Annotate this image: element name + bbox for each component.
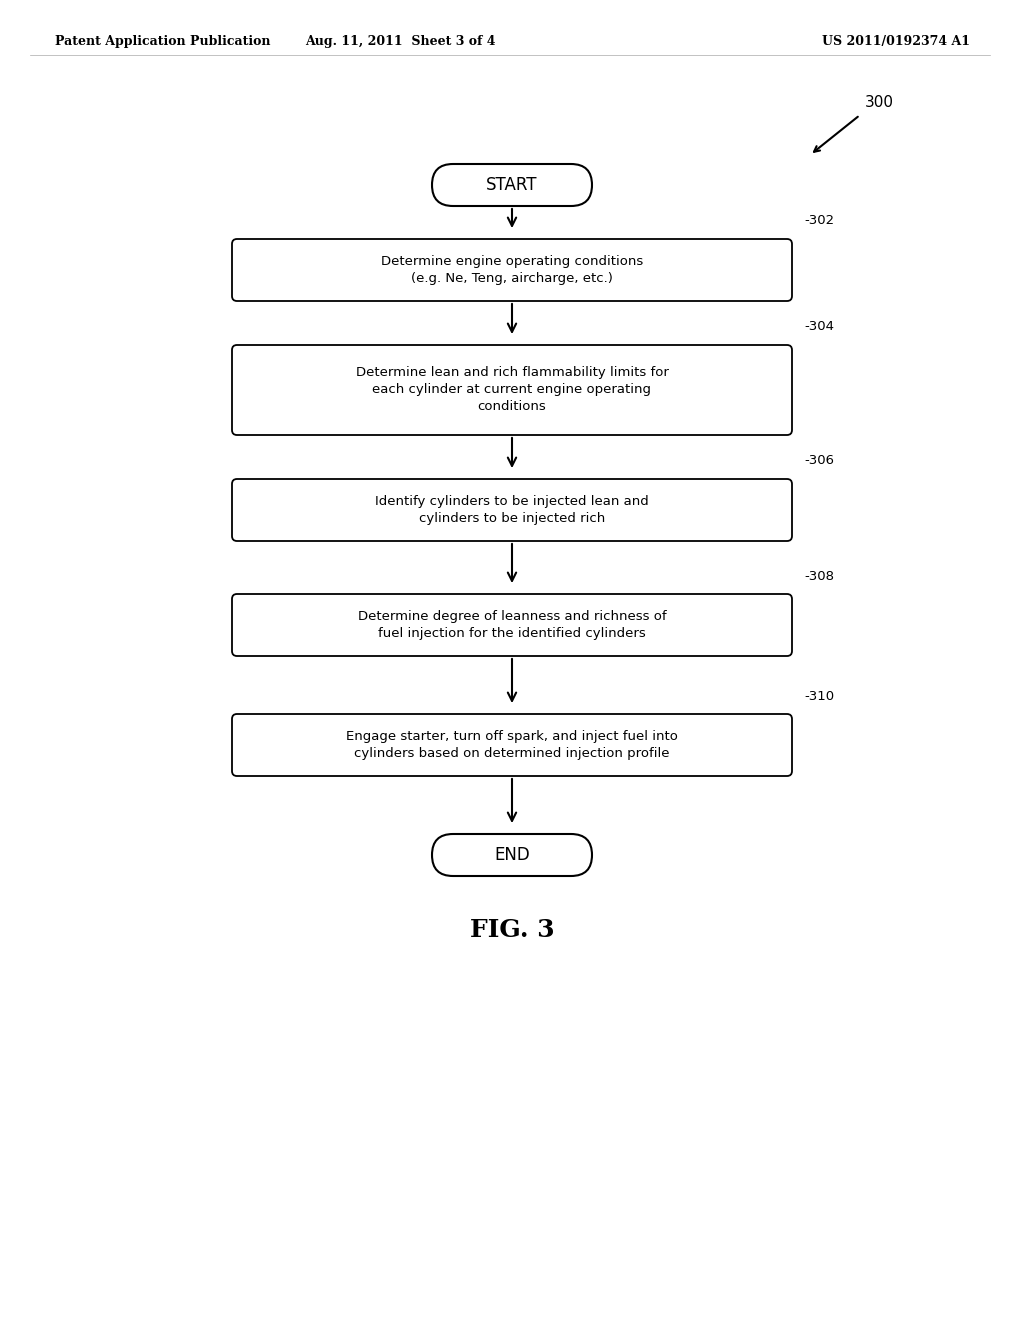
Text: Aug. 11, 2011  Sheet 3 of 4: Aug. 11, 2011 Sheet 3 of 4 — [305, 36, 496, 48]
Text: Determine engine operating conditions
(e.g. Ne, Teng, aircharge, etc.): Determine engine operating conditions (e… — [381, 255, 643, 285]
Text: -308: -308 — [804, 569, 834, 582]
Text: Determine degree of leanness and richness of
fuel injection for the identified c: Determine degree of leanness and richnes… — [357, 610, 667, 640]
Text: -304: -304 — [804, 321, 834, 334]
Text: Determine lean and rich flammability limits for
each cylinder at current engine : Determine lean and rich flammability lim… — [355, 367, 669, 413]
FancyBboxPatch shape — [432, 834, 592, 876]
Text: START: START — [486, 176, 538, 194]
FancyBboxPatch shape — [232, 239, 792, 301]
FancyBboxPatch shape — [432, 164, 592, 206]
FancyBboxPatch shape — [232, 714, 792, 776]
Text: Engage starter, turn off spark, and inject fuel into
cylinders based on determin: Engage starter, turn off spark, and inje… — [346, 730, 678, 760]
Text: Identify cylinders to be injected lean and
cylinders to be injected rich: Identify cylinders to be injected lean a… — [375, 495, 649, 525]
FancyBboxPatch shape — [232, 345, 792, 436]
Text: FIG. 3: FIG. 3 — [470, 917, 554, 942]
Text: 300: 300 — [865, 95, 894, 110]
FancyBboxPatch shape — [232, 594, 792, 656]
Text: -306: -306 — [804, 454, 834, 467]
Text: -310: -310 — [804, 689, 835, 702]
FancyBboxPatch shape — [232, 479, 792, 541]
Text: US 2011/0192374 A1: US 2011/0192374 A1 — [822, 36, 970, 48]
Text: END: END — [495, 846, 529, 865]
Text: Patent Application Publication: Patent Application Publication — [55, 36, 270, 48]
Text: -302: -302 — [804, 214, 835, 227]
